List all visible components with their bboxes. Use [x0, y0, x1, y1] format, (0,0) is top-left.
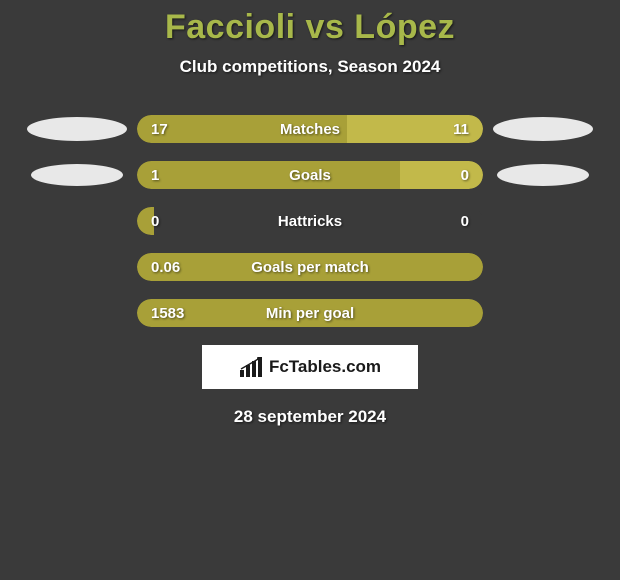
player-ellipse-left [31, 164, 123, 186]
brand-badge: FcTables.com [202, 345, 418, 389]
page-title: Faccioli vs López [0, 8, 620, 47]
player-ellipse-right [493, 117, 593, 141]
stat-row: 17Matches11 [0, 115, 620, 143]
bar-segment-left [137, 161, 400, 189]
bar-segment-left [137, 299, 483, 327]
bar-segment-left [137, 207, 154, 235]
right-photo-slot [483, 164, 603, 186]
right-value: 0 [461, 213, 469, 230]
stat-bar: 0Hattricks0 [137, 207, 483, 235]
date-label: 28 september 2024 [0, 407, 620, 427]
stat-bar: 1Goals0 [137, 161, 483, 189]
left-photo-slot [17, 117, 137, 141]
player-ellipse-right [497, 164, 589, 186]
right-photo-slot [483, 117, 603, 141]
bar-labels: 0Hattricks0 [137, 207, 483, 235]
brand-label: FcTables.com [269, 357, 381, 377]
bar-segment-left [137, 253, 483, 281]
stat-row: 1583Min per goal [0, 299, 620, 327]
stat-bar: 0.06Goals per match [137, 253, 483, 281]
bar-segment-right [400, 161, 483, 189]
bars-icon [239, 356, 263, 378]
stat-label: Hattricks [278, 213, 342, 230]
stat-bar: 1583Min per goal [137, 299, 483, 327]
page-subtitle: Club competitions, Season 2024 [0, 57, 620, 77]
stat-bar: 17Matches11 [137, 115, 483, 143]
bar-segment-right [347, 115, 483, 143]
stat-row: 0.06Goals per match [0, 253, 620, 281]
left-photo-slot [17, 164, 137, 186]
comparison-infographic: Faccioli vs López Club competitions, Sea… [0, 0, 620, 427]
stat-row: 1Goals0 [0, 161, 620, 189]
player-ellipse-left [27, 117, 127, 141]
stat-row: 0Hattricks0 [0, 207, 620, 235]
bar-segment-left [137, 115, 347, 143]
stat-rows: 17Matches111Goals00Hattricks00.06Goals p… [0, 115, 620, 327]
